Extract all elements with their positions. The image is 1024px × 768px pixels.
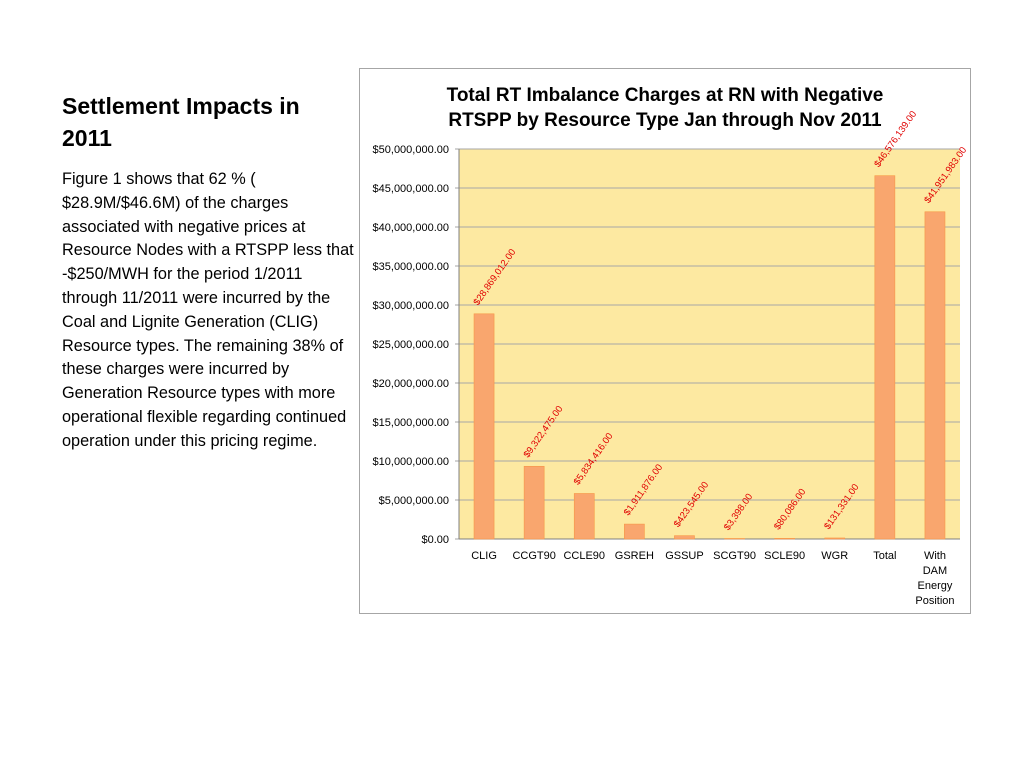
y-tick-label: $35,000,000.00 (373, 261, 449, 273)
y-tick-label: $45,000,000.00 (373, 183, 449, 195)
bar (674, 535, 695, 540)
y-tick-label: $10,000,000.00 (373, 456, 449, 468)
y-tick-label: $20,000,000.00 (373, 378, 449, 390)
bar (624, 523, 645, 540)
x-tick-label: SCGT90 (713, 550, 756, 562)
bar (473, 313, 495, 540)
x-tick-label: With DAM Energy Position (915, 550, 954, 607)
chart-title: Total RT Imbalance Charges at RN with Ne… (447, 85, 884, 131)
y-tick-label: $0.00 (421, 534, 449, 546)
bar-chart: Total RT Imbalance Charges at RN with Ne… (373, 85, 970, 607)
bar (874, 175, 896, 540)
bar (924, 211, 946, 540)
x-tick-label: CCLE90 (563, 550, 605, 562)
bar (573, 493, 595, 540)
y-tick-label: $30,000,000.00 (373, 300, 449, 312)
x-tick-label: CCGT90 (512, 550, 555, 562)
y-tick-label: $5,000,000.00 (379, 495, 449, 507)
bar (824, 537, 846, 540)
bar (523, 465, 545, 540)
x-tick-label: Total (873, 550, 896, 562)
y-tick-label: $50,000,000.00 (373, 144, 449, 156)
y-tick-label: $25,000,000.00 (373, 339, 449, 351)
x-tick-label: GSREH (615, 550, 654, 562)
y-tick-label: $15,000,000.00 (373, 417, 449, 429)
bar (774, 538, 795, 540)
bar (724, 538, 745, 540)
x-tick-label: WGR (821, 550, 848, 562)
x-tick-label: SCLE90 (764, 550, 805, 562)
x-tick-label: CLIG (471, 550, 497, 562)
slide-body-text: Figure 1 shows that 62 % ( $28.9M/$46.6M… (62, 170, 354, 450)
chart-frame: Total RT Imbalance Charges at RN with Ne… (359, 68, 971, 614)
y-tick-label: $40,000,000.00 (373, 222, 449, 234)
slide-title: Settlement Impacts in 2011 (62, 93, 300, 151)
x-tick-label: GSSUP (665, 550, 704, 562)
